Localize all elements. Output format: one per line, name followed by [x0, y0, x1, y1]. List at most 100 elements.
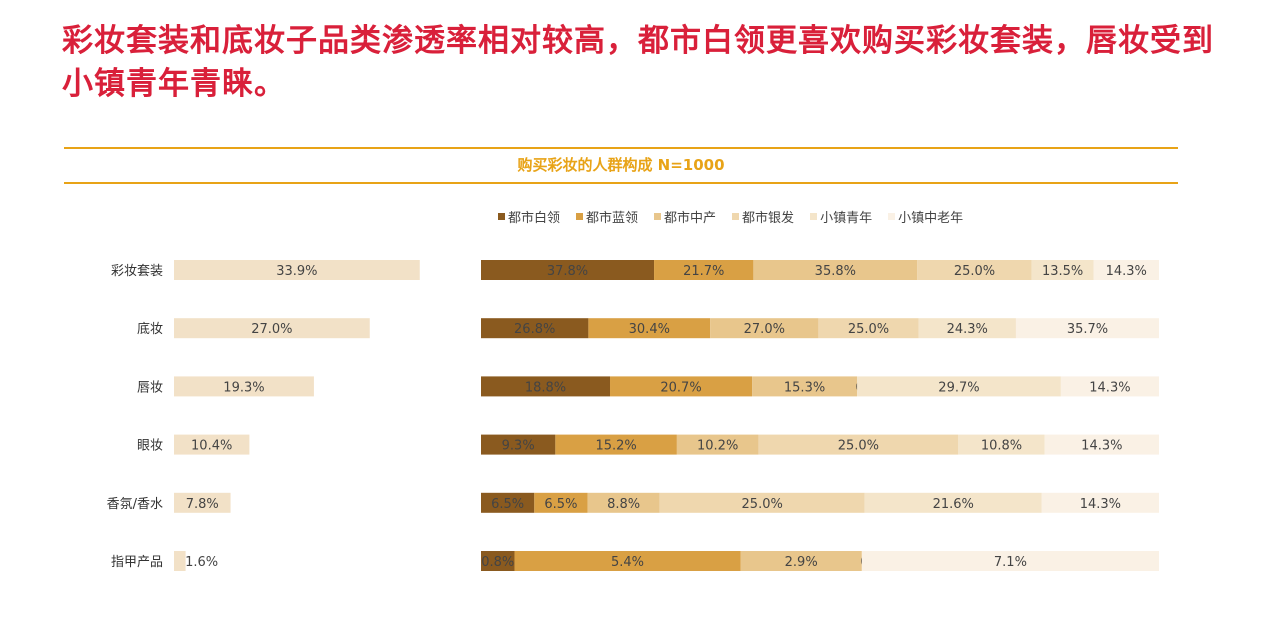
segment-label: 21.7%	[683, 264, 724, 279]
category-label: 香氛/香水	[107, 497, 163, 512]
stack-segment	[534, 492, 588, 513]
segment-label: 18.8%	[525, 380, 566, 395]
legend-label: 都市银发	[742, 211, 795, 226]
stack-segment	[1044, 434, 1159, 455]
segment-label: 27.0%	[744, 322, 785, 337]
segment-label: 2.9%	[785, 555, 818, 570]
segment-label: 14.3%	[1106, 264, 1147, 279]
stack-segment	[659, 492, 865, 513]
stack-segment	[588, 318, 711, 339]
stack-segment	[1093, 260, 1159, 280]
segment-label: 20.7%	[660, 380, 701, 395]
segment-label: 14.3%	[1080, 497, 1121, 512]
stack-segment	[918, 318, 1016, 339]
segment-label: 15.2%	[595, 439, 636, 454]
category-label: 唇妆	[137, 380, 163, 395]
legend-swatch	[732, 213, 740, 220]
segment-label: 25.0%	[742, 497, 783, 512]
stack-segment	[857, 376, 1061, 397]
stack-segment	[555, 434, 677, 455]
segment-label: 0.8%	[481, 555, 514, 570]
segment-label: 29.7%	[938, 380, 979, 395]
legend-item-2: 都市中产	[654, 207, 716, 226]
segment-label: 25.0%	[848, 322, 889, 337]
stack-segment	[753, 260, 918, 280]
penetration-bar	[174, 551, 186, 571]
stack-segment	[758, 434, 959, 455]
stack-segment	[481, 376, 611, 397]
segment-label: 6.5%	[544, 497, 577, 512]
legend-label: 小镇中老年	[898, 211, 964, 226]
segment-label: 21.6%	[933, 497, 974, 512]
stack-segment	[1041, 492, 1159, 513]
category-label: 眼妆	[137, 439, 163, 454]
segment-label: 8.8%	[607, 497, 640, 512]
stack-segment	[481, 260, 655, 280]
penetration-bar	[174, 376, 314, 397]
penetration-label: 10.4%	[191, 439, 232, 454]
category-label: 底妆	[137, 321, 163, 337]
stack-segment	[587, 492, 660, 513]
penetration-label: 33.9%	[276, 264, 317, 279]
legend-label: 小镇青年	[820, 211, 873, 226]
penetration-bar	[174, 434, 250, 455]
penetration-label: 7.8%	[186, 497, 219, 512]
category-label: 指甲产品	[111, 555, 163, 570]
stack-segment	[864, 492, 1042, 513]
category-label: 彩妆套装	[111, 263, 163, 279]
segment-label: 5.4%	[611, 555, 644, 570]
segment-label: 10.8%	[981, 439, 1022, 454]
stack-segment	[1015, 318, 1159, 339]
headline: 彩妆套装和底妆子品类渗透率相对较高，都市白领更喜欢购买彩妆套装，唇妆受到小镇青年…	[62, 23, 1214, 102]
stack-segment	[1060, 376, 1159, 397]
segment-label: 37.8%	[547, 264, 588, 279]
stack-segment	[958, 434, 1045, 455]
penetration-label: 27.0%	[251, 322, 292, 337]
stack-segment	[481, 434, 556, 455]
segment-label: 7.1%	[994, 555, 1027, 570]
penetration-bar	[174, 318, 370, 339]
stack-segment	[710, 318, 819, 339]
segment-label: 10.2%	[697, 439, 738, 454]
legend-item-4: 小镇青年	[810, 207, 872, 226]
segment-label: 14.3%	[1089, 380, 1130, 395]
penetration-label: 1.6%	[185, 555, 218, 570]
stack-segment	[610, 376, 753, 397]
legend-item-0: 都市白领	[498, 207, 560, 226]
legend-swatch	[576, 213, 584, 220]
stack-segment	[514, 551, 741, 571]
segment-label: 15.3%	[784, 380, 825, 395]
legend-item-3: 都市银发	[732, 207, 794, 226]
legend-label: 都市白领	[508, 211, 561, 226]
penetration-bar	[174, 492, 231, 513]
legend-swatch	[810, 213, 818, 220]
stack-segment	[861, 551, 1159, 571]
chart-legend: 都市白领 都市蓝领 都市中产 都市银发 小镇青年 小镇中老年	[498, 207, 963, 226]
segment-label: 14.3%	[1081, 439, 1122, 454]
segment-label: 6.5%	[491, 497, 524, 512]
segment-label: 25.0%	[954, 264, 995, 279]
segment-label: 35.8%	[815, 264, 856, 279]
segment-label: 30.4%	[629, 322, 670, 337]
penetration-bar	[174, 260, 420, 280]
legend-swatch	[498, 213, 505, 220]
stack-segment	[654, 260, 754, 280]
chart-title: 购买彩妆的人群构成 N=1000	[517, 156, 725, 174]
stack-segment	[752, 376, 858, 397]
stack-segment	[1031, 260, 1094, 280]
legend-swatch	[654, 213, 662, 220]
stack-segment	[917, 260, 1032, 280]
segment-label: 9.3%	[502, 439, 535, 454]
banner-top-rule	[64, 147, 1178, 149]
stack-segment	[818, 318, 919, 339]
stack-segment	[740, 551, 862, 571]
legend-swatch	[888, 213, 896, 220]
segment-label: 26.8%	[514, 322, 555, 337]
stack-segment	[481, 318, 589, 339]
segment-label: 13.5%	[1042, 264, 1083, 279]
legend-item-1: 都市蓝领	[576, 207, 638, 226]
legend-label: 都市蓝领	[586, 211, 639, 226]
stack-segment	[676, 434, 759, 455]
legend-label: 都市中产	[664, 211, 717, 226]
